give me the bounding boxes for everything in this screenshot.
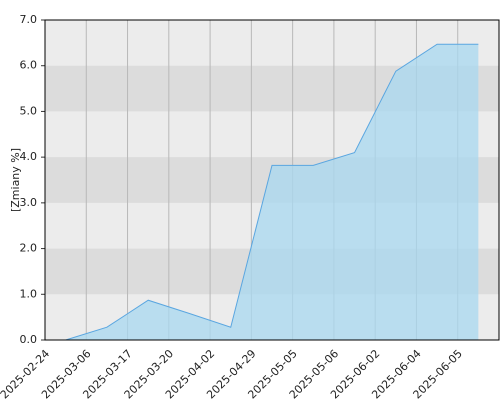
y-axis-label: [Zmiany %] — [9, 148, 22, 212]
y-tick-label: 1.0 — [20, 287, 38, 300]
area-fill — [65, 44, 479, 340]
area-line — [65, 43, 479, 341]
plot-frame — [44, 19, 500, 341]
y-tick-label: 6.0 — [20, 59, 38, 72]
y-tick-label: 2.0 — [20, 242, 38, 255]
y-tick-label: 5.0 — [20, 104, 38, 117]
y-tick-label: 7.0 — [20, 13, 38, 26]
y-tick-label: 3.0 — [20, 196, 38, 209]
y-tick-label: 4.0 — [20, 150, 38, 163]
y-tick-label: 0.0 — [20, 333, 38, 346]
